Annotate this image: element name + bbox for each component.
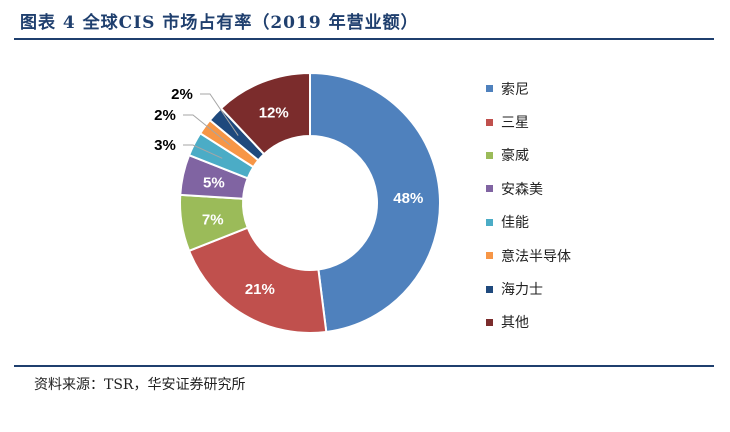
data-label-onsemi: 5% — [203, 175, 225, 192]
legend-label-hynix: 海力士 — [501, 282, 543, 299]
data-label-samsung: 21% — [245, 281, 275, 298]
legend-item-sony: 索尼 — [486, 72, 571, 105]
legend-label-st: 意法半导体 — [501, 248, 571, 265]
slice-samsung — [187, 226, 328, 334]
source-note: 资料来源：TSR，华安证券研究所 — [34, 377, 246, 393]
legend-item-other: 其他 — [486, 306, 571, 339]
legend-swatch-st — [486, 252, 493, 260]
legend-label-canon: 佳能 — [501, 215, 529, 232]
legend-swatch-sony — [486, 85, 493, 93]
chart-title: 图表 4 全球CIS 市场占有率（2019 年营业额） — [20, 13, 419, 33]
slice-other — [219, 71, 311, 156]
source-divider — [14, 365, 714, 367]
legend-item-st: 意法半导体 — [486, 239, 571, 272]
legend-item-samsung: 三星 — [486, 105, 571, 138]
legend-label-onsemi: 安森美 — [501, 181, 543, 198]
legend-item-canon: 佳能 — [486, 206, 571, 239]
legend-swatch-canon — [486, 218, 493, 226]
data-label-other: 12% — [259, 104, 289, 121]
legend-label-omnivision: 豪威 — [501, 148, 529, 165]
legend-label-other: 其他 — [501, 315, 529, 332]
legend-swatch-onsemi — [486, 185, 493, 193]
legend-item-onsemi: 安森美 — [486, 172, 571, 205]
legend-item-hynix: 海力士 — [486, 272, 571, 305]
legend-label-sony: 索尼 — [501, 81, 529, 98]
legend-swatch-omnivision — [486, 151, 493, 159]
chart-legend: 索尼三星豪威安森美佳能意法半导体海力士其他 — [486, 72, 571, 339]
legend-label-samsung: 三星 — [501, 115, 529, 132]
legend-item-omnivision: 豪威 — [486, 139, 571, 172]
data-label-st: 2% — [154, 107, 176, 124]
title-divider — [14, 38, 714, 40]
leader-line-st — [183, 114, 231, 146]
leader-line-hynix — [200, 93, 239, 136]
data-label-omnivision: 7% — [202, 211, 224, 228]
legend-swatch-hynix — [486, 285, 493, 293]
slice-sony — [309, 71, 441, 334]
legend-swatch-samsung — [486, 118, 493, 126]
data-label-canon: 3% — [154, 137, 176, 154]
leader-line-canon — [183, 144, 223, 159]
data-label-hynix: 2% — [171, 86, 193, 103]
legend-swatch-other — [486, 318, 493, 326]
data-label-sony: 48% — [393, 190, 423, 207]
